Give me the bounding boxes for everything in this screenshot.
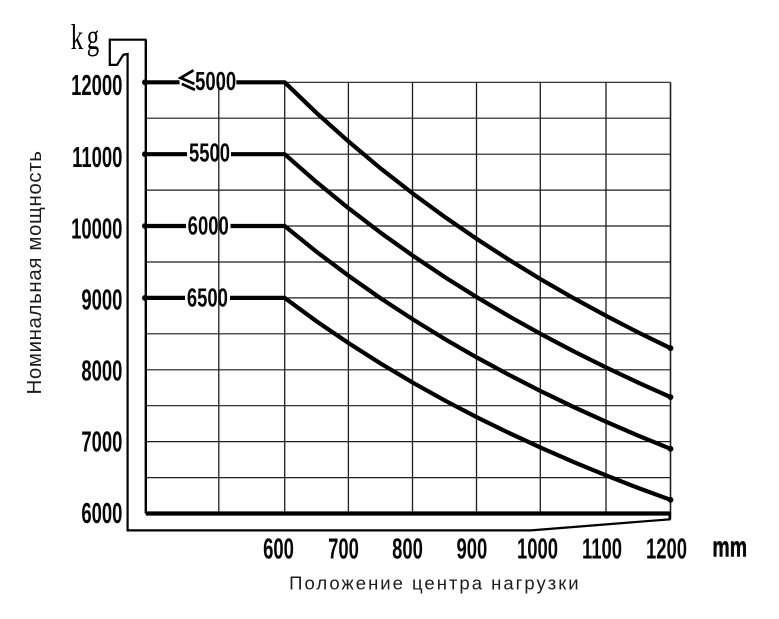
svg-text:Номинальная мощность: Номинальная мощность [23, 150, 46, 394]
svg-text:1100: 1100 [582, 533, 622, 565]
svg-text:600: 600 [263, 533, 294, 565]
svg-text:8000: 8000 [81, 356, 122, 388]
svg-text:5500: 5500 [189, 138, 230, 167]
svg-text:mm: mm [712, 532, 747, 564]
svg-text:kg: kg [71, 18, 103, 57]
svg-text:10000: 10000 [71, 213, 122, 245]
svg-text:1000: 1000 [517, 533, 558, 565]
svg-text:5000: 5000 [195, 67, 236, 96]
svg-text:7000: 7000 [81, 426, 122, 458]
svg-text:Положение центра нагрузки: Положение центра нагрузки [289, 572, 581, 593]
svg-text:1200: 1200 [646, 533, 687, 565]
svg-text:6500: 6500 [187, 284, 228, 313]
svg-text:6000: 6000 [188, 211, 229, 240]
svg-text:12000: 12000 [71, 70, 122, 102]
svg-text:900: 900 [457, 533, 488, 565]
svg-text:6000: 6000 [81, 498, 122, 530]
svg-text:700: 700 [328, 533, 359, 565]
svg-text:800: 800 [392, 533, 423, 565]
svg-text:9000: 9000 [81, 284, 122, 316]
svg-text:11000: 11000 [72, 142, 122, 174]
